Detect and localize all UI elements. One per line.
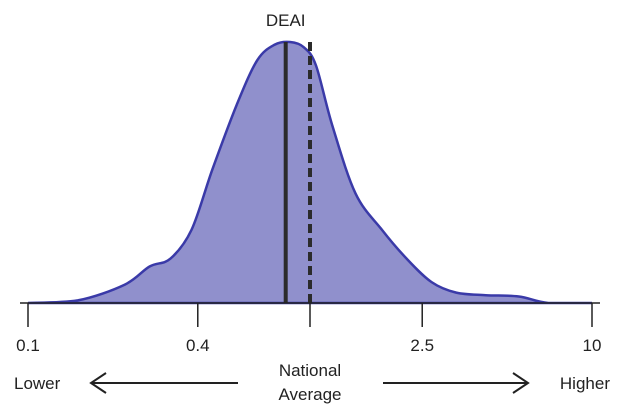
national-average-label-line2: Average (278, 385, 341, 404)
x-tick-label: 0.4 (186, 336, 210, 355)
x-tick-label: 0.1 (16, 336, 40, 355)
deai-label: DEAI (266, 11, 306, 30)
right-arrow-icon (383, 372, 530, 394)
x-tick-label: 2.5 (410, 336, 434, 355)
left-arrow-icon (89, 372, 238, 394)
x-axis-ticks (27, 303, 593, 327)
x-tick-label: 10 (583, 336, 602, 355)
lower-label: Lower (14, 374, 61, 393)
national-average-label-line1: National (279, 361, 341, 380)
higher-label: Higher (560, 374, 610, 393)
x-axis-tick-labels: 0.1 0.4 2.5 10 (16, 336, 601, 355)
